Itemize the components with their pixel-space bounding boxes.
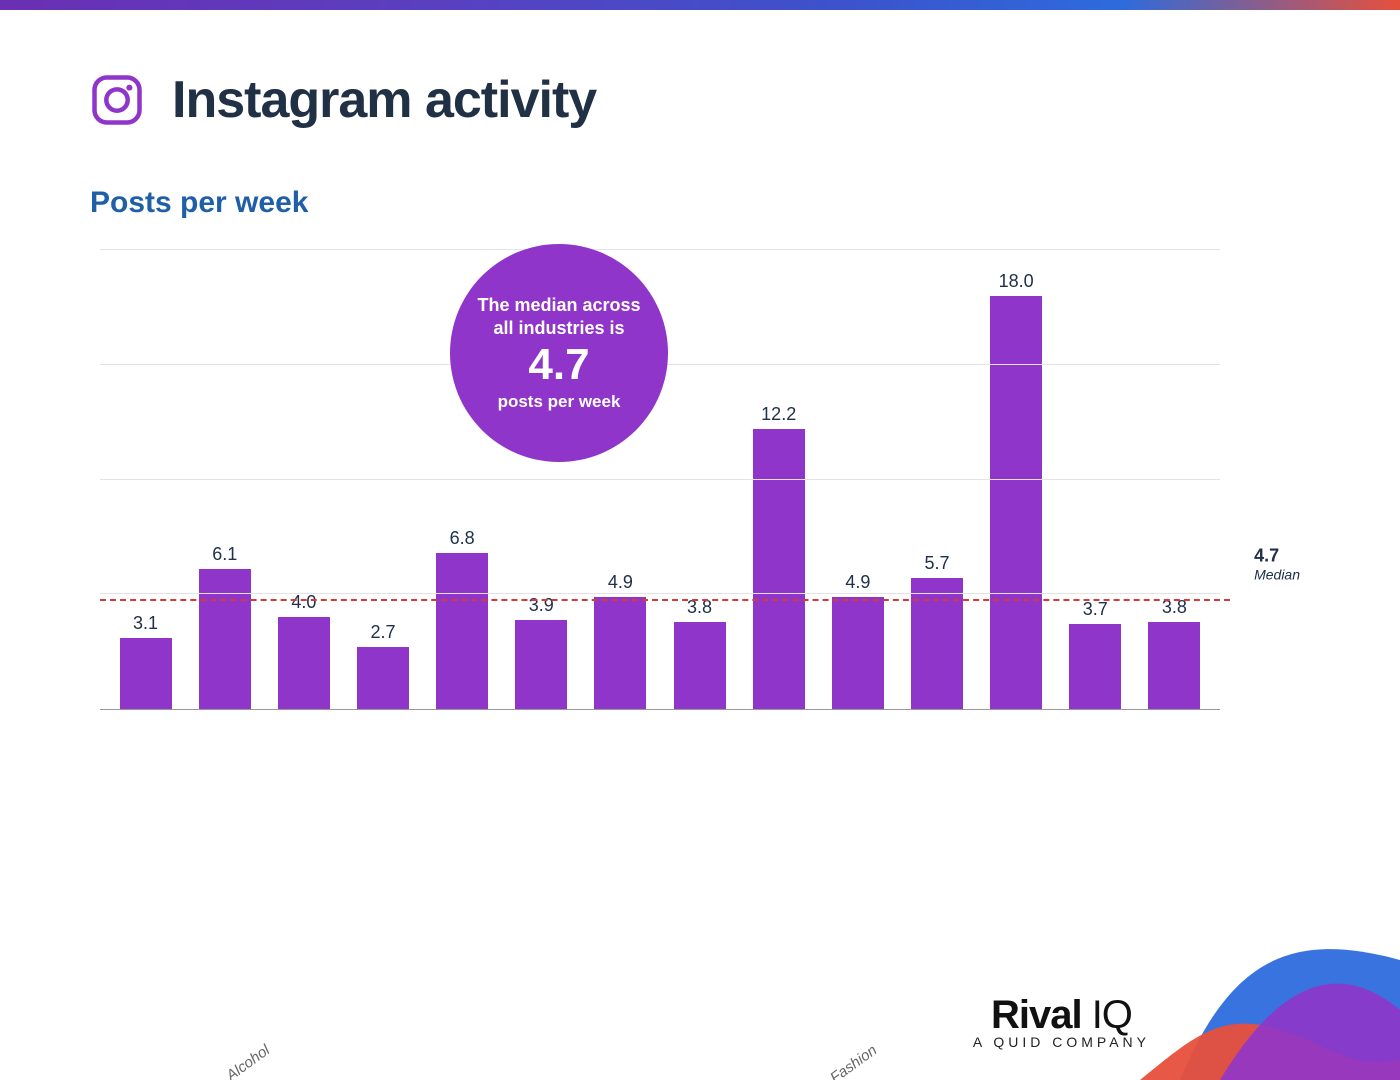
bar-value-label: 4.9 [845,572,870,593]
bar-value-label: 6.8 [450,528,475,549]
bar [515,620,567,710]
bar-value-label: 3.9 [529,595,554,616]
bar-column: 5.7 [897,250,976,709]
bar [832,597,884,709]
instagram-icon [90,73,144,127]
bar [1148,622,1200,709]
bar-column: 3.8 [1135,250,1214,709]
brand-logo: Rival IQ A QUID COMPANY [973,993,1150,1050]
bar [911,578,963,709]
logo-tagline: A QUID COMPANY [973,1034,1150,1050]
bar-value-label: 3.7 [1083,599,1108,620]
median-label-text: Median [1254,567,1300,583]
decorative-waves [1140,900,1400,1080]
x-axis-label: Alcohol [223,716,764,1080]
bar [674,622,726,709]
logo-light: IQ [1082,993,1132,1037]
bar-column: 3.7 [1056,250,1135,709]
callout-text-top: The median across all industries is [470,294,648,339]
bar-column: 3.1 [106,250,185,709]
logo-bold: Rival [991,993,1082,1037]
bar-value-label: 18.0 [999,271,1034,292]
chart-subtitle: Posts per week [90,186,1310,220]
bar [278,617,330,709]
bar-value-label: 4.9 [608,572,633,593]
bar-column: 18.0 [977,250,1056,709]
chart-container: 3.1 6.1 4.0 2.7 6.8 3.9 4.9 3.8 12.2 4.9 5.7 18.0 3.… [90,250,1310,810]
bar [436,553,488,709]
bar-column: 6.1 [185,250,264,709]
median-line [100,599,1230,601]
gridline [100,593,1220,594]
bar [120,638,172,709]
bar-column: 4.9 [818,250,897,709]
bar-column: 3.8 [660,250,739,709]
bar-value-label: 12.2 [761,404,796,425]
top-gradient-bar [0,0,1400,10]
bar-column: 4.0 [264,250,343,709]
bar-value-label: 2.7 [370,622,395,643]
bar-value-label: 3.1 [133,613,158,634]
bar [594,597,646,709]
bar [753,429,805,709]
median-callout-bubble: The median across all industries is 4.7 … [450,244,668,462]
bar [1069,624,1121,709]
callout-text-bottom: posts per week [498,392,621,412]
logo-text: Rival IQ [973,993,1150,1038]
bar-value-label: 6.1 [212,544,237,565]
gridline [100,479,1220,480]
bar-value-label: 5.7 [924,553,949,574]
slide-body: Instagram activity Posts per week 3.1 6.1… [0,10,1400,1080]
bar-column: 12.2 [739,250,818,709]
bar [199,569,251,709]
x-axis-labels: AlcoholFashionFinancial ServicesFood & B… [100,710,1220,810]
gridline [100,249,1220,250]
bar [357,647,409,709]
title-row: Instagram activity [90,70,1310,130]
median-label-value: 4.7 [1254,546,1300,567]
page-title: Instagram activity [172,70,596,130]
callout-value: 4.7 [528,341,589,389]
median-label: 4.7Median [1254,546,1300,583]
bar-column: 2.7 [343,250,422,709]
bar [990,296,1042,709]
bar-value-label: 4.0 [291,592,316,613]
